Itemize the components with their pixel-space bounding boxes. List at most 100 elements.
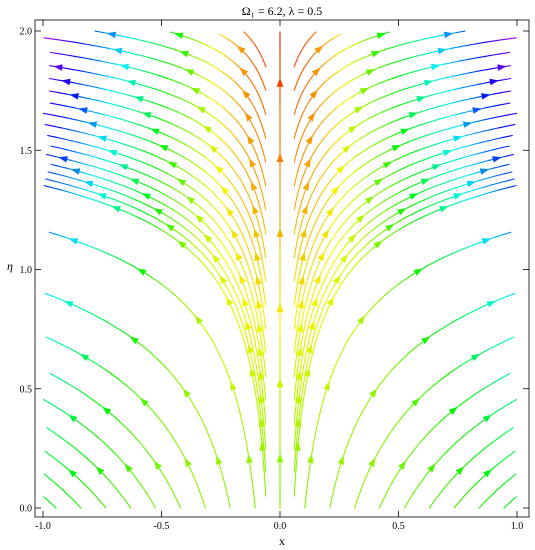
streamline-segment [396,88,406,93]
stream-arrowhead [244,112,253,122]
streamline-segment [367,157,376,163]
streamline-segment [293,153,297,163]
streamline-segment [471,142,481,146]
streamline-segment [145,348,154,356]
streamline-segment [233,300,238,310]
streamline-segment [294,264,298,274]
streamline-segment [66,54,76,57]
streamline-segment [419,134,429,139]
streamline-segment [261,303,265,314]
streamline-segment [168,122,178,127]
streamline-segment [226,37,235,44]
streamline-segment [104,474,111,483]
streamline-segment [48,77,59,81]
streamline-segment [68,347,77,353]
streamline-segment [109,139,119,143]
streamline-segment [142,162,152,167]
streamline-segment [447,251,457,256]
streamline-segment [461,359,470,366]
streamline-segment [336,101,345,108]
streamline-segment [339,346,345,355]
streamline-segment [331,270,337,280]
streamline-segment [117,419,125,427]
streamline-segment [315,330,320,340]
streamline-segment [148,406,156,414]
streamline-segment [324,270,330,279]
stream-arrowhead [356,214,365,223]
streamline-segment [487,175,497,179]
streamline-segment [300,129,306,139]
stream-arrowhead [364,196,375,205]
streamline-segment [215,346,221,355]
stream-arrowhead [276,228,284,237]
streamline-segment [251,239,255,249]
streamline-segment [238,300,243,310]
streamline-segment [174,294,182,302]
streamline-segment [477,82,487,85]
streamline-segment [161,132,171,138]
streamline-segment [258,50,264,60]
streamline-segment [264,296,267,306]
streamline-segment [310,308,314,319]
streamline-segment [263,153,267,163]
streamline-segment [69,184,79,189]
streamline-segment [383,46,393,51]
streamline-segment [159,418,166,427]
streamline-segment [146,450,153,458]
streamline-segment [399,198,408,204]
streamline-segment [358,189,367,196]
streamline-segment [258,161,263,171]
streamline-segment [321,133,328,142]
streamline-segment [220,122,228,129]
streamline-segment [454,316,463,322]
streamline-segment [258,137,262,147]
streamline-segment [447,187,457,191]
streamline-segment [448,168,458,173]
streamline-segment [321,217,328,226]
streamline-segment [174,210,183,217]
streamline-segment [478,446,487,454]
streamline-segment [130,388,138,396]
arrowheads-layer [53,31,507,478]
streamline-segment [99,501,107,509]
streamline-segment [129,431,137,439]
stream-arrowhead [208,145,218,154]
stream-arrowhead [255,275,262,285]
streamline-segment [78,161,88,166]
streamline-segment [316,193,322,203]
streamline-segment [299,177,304,187]
streamline-segment [120,493,127,502]
streamline-segment [314,231,320,241]
streamline-segment [353,180,361,187]
streamline-segment [303,387,306,397]
stream-arrowhead [78,107,88,114]
streamline-segment [301,310,305,320]
streamline-segment [263,335,266,346]
streamline-segment [421,213,430,219]
stream-arrowhead [323,381,330,391]
streamline-segment [321,262,327,272]
streamline-segment [343,339,349,348]
streamline-segment [166,233,175,239]
streamline-segment [417,53,427,57]
streamline-segment [295,193,299,203]
streamline-segment [263,272,267,282]
streamline-segment [298,114,303,123]
streamline-segment [296,430,299,440]
streamline-segment [385,432,391,441]
streamline-segment [228,112,236,120]
streamline-segment [63,138,73,142]
streamline-segment [243,270,248,280]
streamline-segment [367,305,374,314]
streamline-segment [260,232,264,242]
streamline-segment [397,217,406,223]
streamline-segment [156,189,165,195]
streamline-segment [244,239,249,249]
streamline-segment [443,127,453,131]
streamline-segment [323,285,329,294]
streamline-segment [185,171,194,177]
stream-arrowhead [230,229,239,239]
streamline-segment [429,184,438,190]
streamline-segment [339,132,348,139]
stream-arrowhead [347,234,357,243]
